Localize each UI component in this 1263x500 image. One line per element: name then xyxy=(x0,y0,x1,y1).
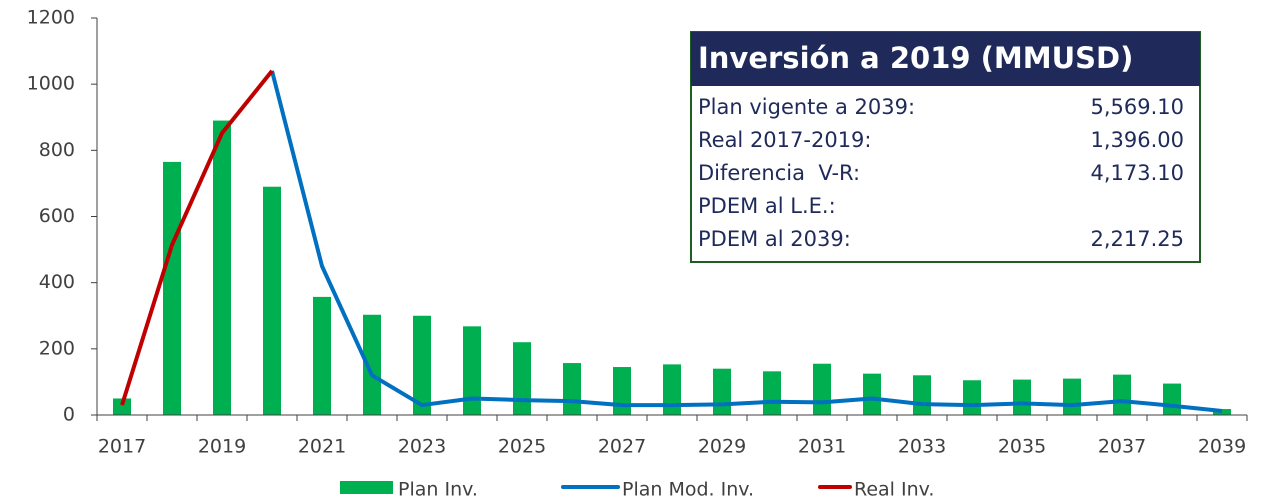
bar xyxy=(713,368,731,415)
info-label: Real 2017-2019: xyxy=(698,128,872,152)
bar xyxy=(363,314,381,415)
x-tick-label: 2017 xyxy=(98,436,146,458)
info-box-header xyxy=(691,32,1200,86)
x-tick-label: 2025 xyxy=(498,436,546,458)
x-tick-label: 2037 xyxy=(1098,436,1146,458)
bar xyxy=(663,364,681,415)
bar xyxy=(913,375,931,415)
bar xyxy=(413,315,431,415)
info-box-title: Inversión a 2019 (MMUSD) xyxy=(698,41,1133,75)
bar xyxy=(313,296,331,415)
bar xyxy=(513,342,531,415)
bar xyxy=(613,367,631,415)
bar xyxy=(763,371,781,415)
bar xyxy=(863,373,881,415)
x-tick-label: 2027 xyxy=(598,436,646,458)
bar xyxy=(463,326,481,415)
legend-label: Plan Mod. Inv. xyxy=(622,479,754,500)
info-box: Inversión a 2019 (MMUSD) Plan vigente a … xyxy=(690,31,1201,263)
y-tick-label: 0 xyxy=(63,404,75,426)
bar xyxy=(1013,379,1031,415)
x-tick-label: 2029 xyxy=(698,436,746,458)
y-tick-label: 1000 xyxy=(27,73,75,95)
line xyxy=(120,69,274,406)
bar xyxy=(1213,409,1231,415)
bar xyxy=(263,186,281,415)
info-label: PDEM al L.E.: xyxy=(698,194,836,218)
info-label: Diferencia V-R: xyxy=(698,161,860,185)
info-value: 5,569.10 xyxy=(1090,95,1184,119)
info-value: 4,173.10 xyxy=(1090,161,1184,185)
bar xyxy=(813,363,831,415)
bar xyxy=(163,161,181,415)
bar xyxy=(1063,378,1081,415)
info-label: Plan vigente a 2039: xyxy=(698,95,915,119)
y-tick-label: 800 xyxy=(39,139,75,161)
info-value: 2,217.25 xyxy=(1090,227,1184,251)
y-tick-label: 200 xyxy=(39,337,75,359)
legend-swatch xyxy=(340,481,393,494)
bar xyxy=(563,363,581,415)
bar xyxy=(963,380,981,415)
bar xyxy=(213,120,231,415)
x-tick-label: 2019 xyxy=(198,436,246,458)
line xyxy=(270,70,1223,414)
x-tick-label: 2033 xyxy=(898,436,946,458)
legend-label: Real Inv. xyxy=(854,479,934,500)
x-tick-label: 2031 xyxy=(798,436,846,458)
x-tick-label: 2023 xyxy=(398,436,446,458)
y-tick-label: 400 xyxy=(39,271,75,293)
x-tick-label: 2021 xyxy=(298,436,346,458)
y-tick-label: 600 xyxy=(39,205,75,227)
x-tick-label: 2039 xyxy=(1198,436,1246,458)
legend-label: Plan Inv. xyxy=(398,479,478,500)
bar xyxy=(113,398,131,415)
info-value: 1,396.00 xyxy=(1090,128,1184,152)
y-tick-label: 1200 xyxy=(27,7,75,29)
info-label: PDEM al 2039: xyxy=(698,227,851,251)
bar xyxy=(1113,374,1131,415)
x-tick-label: 2035 xyxy=(998,436,1046,458)
bar xyxy=(1163,383,1181,415)
